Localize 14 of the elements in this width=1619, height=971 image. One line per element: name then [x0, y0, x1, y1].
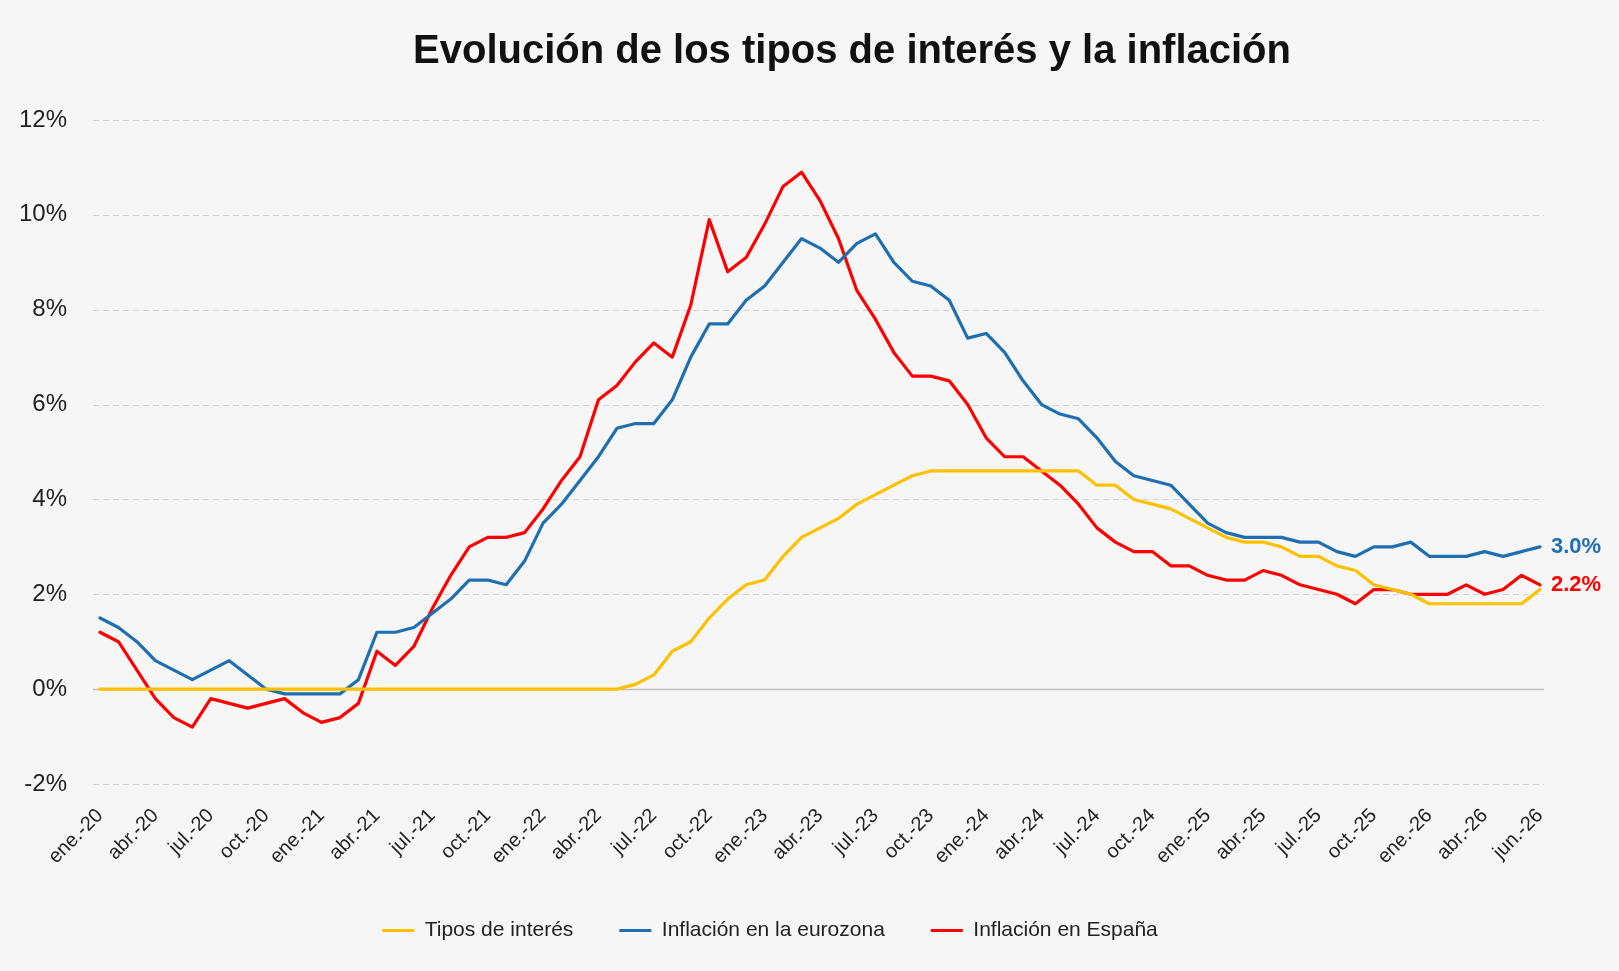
- y-tick-label: 0%: [32, 673, 67, 701]
- chart-title: Evolución de los tipos de interés y la inflación: [413, 26, 1291, 73]
- y-tick-label: 10%: [18, 199, 67, 227]
- legend-label: Inflación en la eurozona: [661, 917, 886, 941]
- legend-label: Tipos de interés: [424, 917, 574, 941]
- y-tick-label: 2%: [32, 578, 67, 606]
- y-tick-label: -2%: [24, 768, 67, 796]
- data-label: 3.0%: [1551, 532, 1602, 558]
- data-label: 2.2%: [1551, 570, 1602, 596]
- y-tick-label: 4%: [32, 484, 67, 512]
- legend-label: Inflación en España: [973, 917, 1159, 941]
- y-tick-label: 12%: [18, 104, 67, 132]
- y-tick-label: 8%: [32, 294, 67, 322]
- y-tick-label: 6%: [32, 389, 67, 417]
